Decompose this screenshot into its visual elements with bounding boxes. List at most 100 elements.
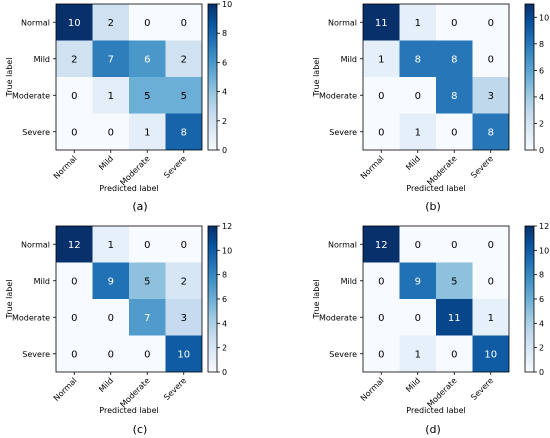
- colorbar: [524, 225, 535, 373]
- cell-value: 0: [488, 54, 494, 65]
- x-tick-label: Normal: [359, 376, 386, 403]
- matrix-cell: [472, 335, 509, 372]
- cell-value: 2: [181, 54, 187, 65]
- matrix-cell: [129, 77, 166, 114]
- cell-value: 7: [108, 54, 114, 65]
- panel-label: (d): [425, 423, 441, 436]
- matrix-cell: [129, 335, 166, 372]
- cell-value: 1: [415, 18, 421, 29]
- matrix-cell: [436, 299, 473, 336]
- x-tick-label: Normal: [52, 376, 79, 403]
- matrix-cell: [129, 40, 166, 77]
- confusion-matrix-panel-2: 11 1 0 01 8 8 00 0 8 30 1 0 8NormalMildModerateSever…: [312, 3, 549, 213]
- matrix-cell: [165, 299, 202, 336]
- matrix-cell: [399, 113, 436, 150]
- matrix-cell: [92, 299, 129, 336]
- colorbar-tick-label: 6: [222, 295, 227, 304]
- y-tick-label: Moderate: [12, 91, 50, 100]
- y-axis-label: True label: [312, 280, 321, 320]
- cell-value: 8: [181, 127, 187, 138]
- matrix-cell: [92, 113, 129, 150]
- x-axis-label: Predicted label: [406, 184, 465, 193]
- x-tick-label: Normal: [359, 154, 386, 181]
- cell-value: 12: [375, 240, 388, 251]
- panel-label: (c): [133, 423, 148, 436]
- matrix-cell: [56, 77, 93, 114]
- x-tick-label: Severe: [162, 154, 188, 180]
- cell-value: 0: [378, 127, 384, 138]
- colorbar-tick-label: 2: [222, 344, 227, 353]
- colorbar-tick-label: 12: [539, 222, 549, 231]
- matrix-cell: [165, 113, 202, 150]
- colorbar-tick-label: 6: [539, 295, 544, 304]
- cell-value: 0: [451, 240, 457, 251]
- cell-value: 8: [451, 91, 457, 102]
- confusion-matrix-panel-1: 10 2 0 02 7 6 20 1 5 50 0 1 8NormalMildModerateSever…: [5, 0, 232, 213]
- cell-value: 11: [375, 18, 388, 29]
- colorbar: [524, 3, 535, 151]
- matrix-cell: [399, 335, 436, 372]
- cell-value: 0: [378, 349, 384, 360]
- cell-value: 1: [415, 127, 421, 138]
- cell-value: 0: [181, 18, 187, 29]
- matrix-cell: [436, 4, 473, 41]
- cell-value: 12: [68, 240, 81, 251]
- confusion-matrix-panel-4: 12 0 0 00 9 5 00 0 11 10 1 0 10NormalMildModerateSev…: [312, 222, 549, 436]
- x-axis-label: Predicted label: [99, 406, 158, 415]
- cell-value: 0: [488, 18, 494, 29]
- y-tick-label: Mild: [34, 55, 50, 64]
- matrix-cell: [436, 77, 473, 114]
- colorbar-tick-label: 2: [539, 119, 544, 128]
- colorbar-tick-label: 10: [539, 246, 549, 255]
- y-tick-label: Severe: [329, 350, 357, 359]
- cell-value: 2: [71, 54, 77, 65]
- y-tick-label: Severe: [22, 128, 50, 137]
- colorbar-tick-label: 2: [539, 344, 544, 353]
- y-tick-label: Normal: [21, 240, 50, 249]
- y-axis-label: True label: [312, 58, 321, 98]
- matrix-cell: [363, 113, 400, 150]
- x-tick-label: Severe: [162, 376, 188, 402]
- panel-label: (a): [132, 200, 147, 213]
- x-axis-label: Predicted label: [406, 406, 465, 415]
- cell-value: 7: [144, 313, 150, 324]
- cell-value: 10: [484, 349, 497, 360]
- x-axis-label: Predicted label: [99, 184, 158, 193]
- cell-value: 0: [71, 91, 77, 102]
- colorbar-tick-label: 8: [222, 29, 227, 38]
- matrix-cell: [436, 335, 473, 372]
- cell-value: 0: [108, 313, 114, 324]
- cell-value: 0: [415, 240, 421, 251]
- y-tick-label: Severe: [22, 350, 50, 359]
- matrix-cell: [56, 335, 93, 372]
- matrix-cell: [436, 113, 473, 150]
- colorbar-tick-label: 0: [222, 368, 227, 377]
- cell-value: 0: [378, 276, 384, 287]
- cell-value: 0: [71, 276, 77, 287]
- cell-value: 0: [144, 349, 150, 360]
- matrix-cell: [472, 40, 509, 77]
- colorbar-tick-label: 10: [539, 13, 549, 22]
- cell-value: 10: [68, 18, 81, 29]
- colorbar: [207, 225, 218, 373]
- cell-value: 2: [181, 276, 187, 287]
- matrix-cell: [129, 226, 166, 263]
- matrix-cell: [363, 4, 400, 41]
- x-tick-label: Mild: [404, 154, 422, 172]
- cell-value: 0: [451, 127, 457, 138]
- matrix-cell: [399, 262, 436, 299]
- cell-value: 2: [108, 18, 114, 29]
- matrix-cell: [129, 299, 166, 336]
- colorbar-tick-label: 4: [539, 319, 544, 328]
- cell-value: 1: [488, 313, 494, 324]
- cell-value: 5: [144, 276, 150, 287]
- cell-value: 0: [488, 276, 494, 287]
- matrix-cell: [92, 335, 129, 372]
- y-tick-label: Moderate: [12, 313, 50, 322]
- cell-value: 11: [448, 313, 461, 324]
- cell-value: 5: [451, 276, 457, 287]
- matrix-cell: [399, 299, 436, 336]
- x-tick-label: Severe: [469, 154, 495, 180]
- cell-value: 0: [378, 91, 384, 102]
